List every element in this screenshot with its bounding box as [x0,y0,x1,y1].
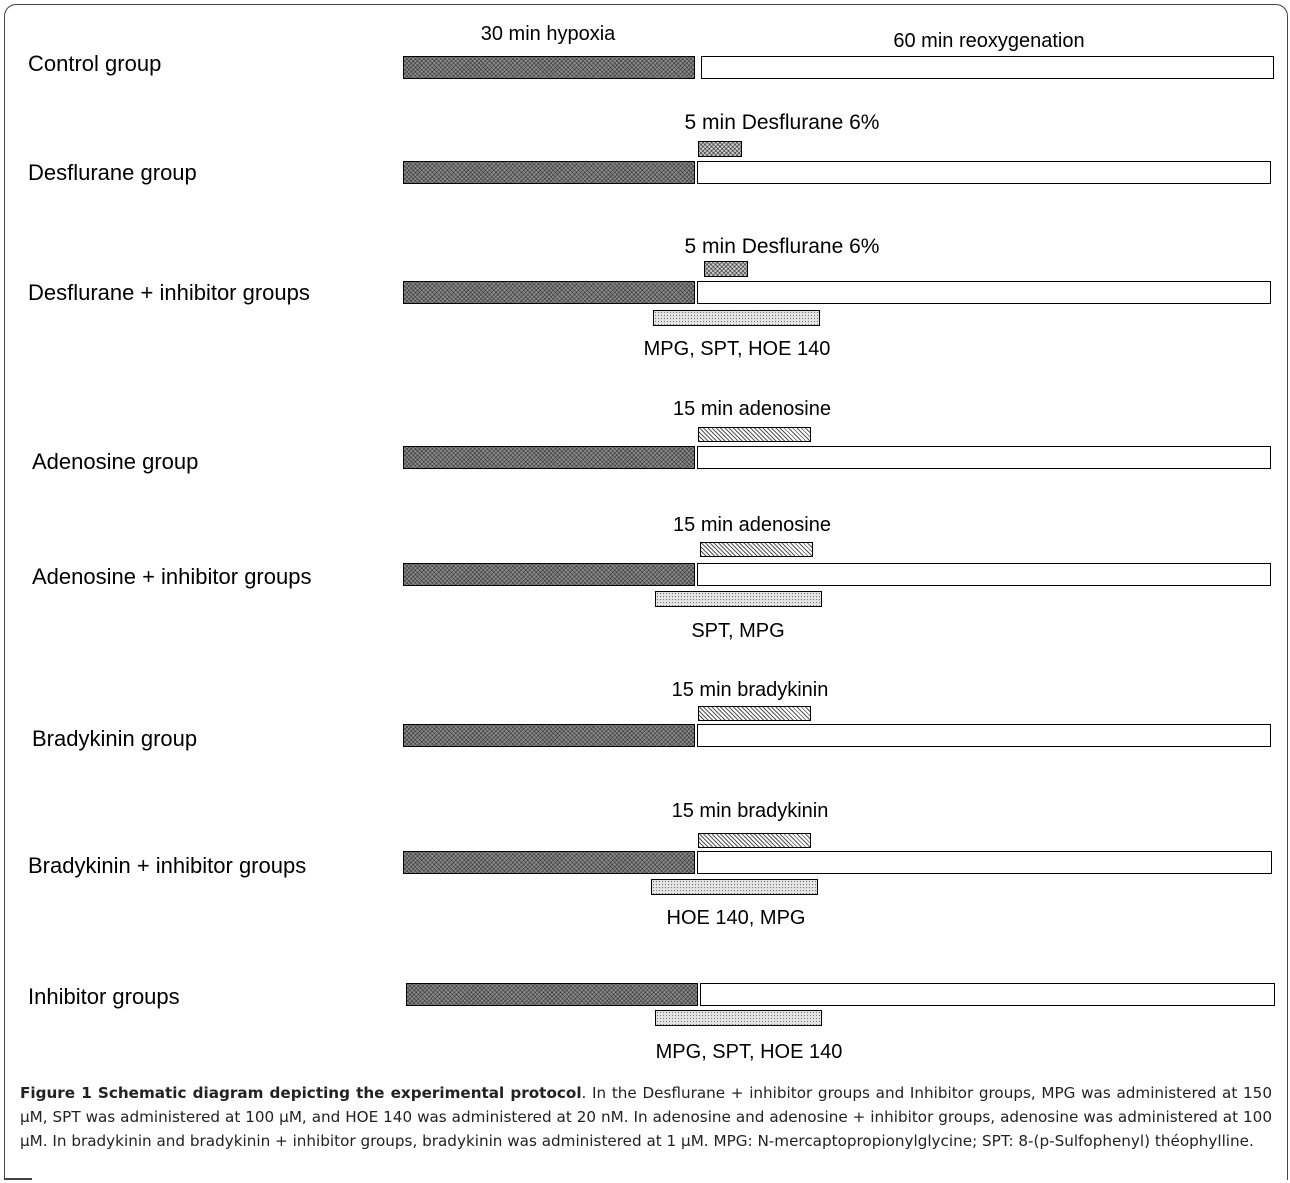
adenosine-inhibitor-bar [655,591,822,607]
hypoxia-bar [403,563,695,586]
hypoxia-header-label: 30 min hypoxia [480,23,616,45]
bradykinin-inhibitor-agent-bar [698,833,811,848]
adenosine-inhibitor-label: SPT, MPG [691,620,785,642]
hypoxia-bar [403,724,695,747]
reoxygenation-bar [697,446,1271,469]
frame-bottom-edge [4,1178,32,1180]
group-label-control: Control group [28,51,162,76]
bradykinin-inhibitor-agent-label: 15 min bradykinin [671,800,829,822]
bradykinin-agent-bar [698,706,811,721]
adenosine-inhibitor-agent-bar [700,542,813,557]
reoxygenation-header-label: 60 min reoxygenation [893,30,1085,52]
desflurane-inhibitor-bar [653,310,820,326]
group-label-bradykinin: Bradykinin group [32,726,198,751]
group-label-inhibitor: Inhibitor groups [28,984,180,1009]
figure-frame [4,4,1288,1180]
group-label-bradykinin-inhibitor: Bradykinin + inhibitor groups [28,853,307,878]
desflurane-inhibitor-agent-bar [704,261,748,277]
hypoxia-bar [406,983,698,1006]
desflurane-inhibitor-agent-label: 5 min Desflurane 6% [684,235,880,258]
bradykinin-inhibitor-label: HOE 140, MPG [666,907,806,929]
reoxygenation-bar [697,851,1272,874]
hypoxia-bar [403,851,695,874]
reoxygenation-bar [697,161,1271,184]
reoxygenation-bar [697,724,1271,747]
reoxygenation-bar [697,563,1271,586]
desflurane-inhibitor-label: MPG, SPT, HOE 140 [643,338,831,360]
reoxygenation-bar [697,281,1271,304]
bradykinin-inhibitor-bar [651,879,818,895]
inhibitor-groups-label: MPG, SPT, HOE 140 [655,1041,843,1063]
hypoxia-bar [403,446,695,469]
hypoxia-bar [403,281,695,304]
group-label-adenosine: Adenosine group [32,449,199,474]
group-label-desflurane-inhibitor: Desflurane + inhibitor groups [28,280,310,305]
adenosine-agent-bar [698,427,811,442]
adenosine-agent-label: 15 min adenosine [673,398,831,420]
adenosine-inhibitor-agent-label: 15 min adenosine [673,514,831,536]
hypoxia-bar [403,161,695,184]
reoxygenation-bar [701,56,1274,79]
desflurane-agent-bar [698,141,742,157]
group-label-desflurane: Desflurane group [28,160,197,185]
caption-title: Figure 1 Schematic diagram depicting the… [20,1084,582,1102]
caption-text: . In the Desflurane + inhibitor groups a… [20,1084,1272,1150]
reoxygenation-bar [700,983,1275,1006]
desflurane-agent-label: 5 min Desflurane 6% [684,111,880,134]
group-label-adenosine-inhibitor: Adenosine + inhibitor groups [32,564,312,589]
bradykinin-agent-label: 15 min bradykinin [671,679,829,701]
figure-caption: Figure 1 Schematic diagram depicting the… [20,1081,1272,1153]
inhibitor-groups-bar [655,1010,822,1026]
hypoxia-bar [403,56,695,79]
